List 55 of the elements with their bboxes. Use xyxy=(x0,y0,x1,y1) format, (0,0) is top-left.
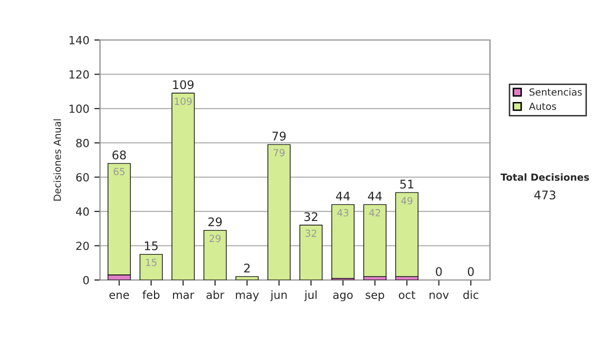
x-tick-label: sep xyxy=(366,292,384,302)
y-tick-label: 20 xyxy=(76,242,89,250)
y-tick-label: 120 xyxy=(70,70,89,79)
legend-label: Autos xyxy=(529,102,556,110)
bar xyxy=(363,204,386,277)
bar xyxy=(299,224,323,280)
x-tick-label: jun xyxy=(270,290,287,302)
x-tick-label: oct xyxy=(398,291,416,300)
data-label: 79 xyxy=(274,149,285,156)
y-tick-label: 60 xyxy=(76,173,89,182)
data-label: 32 xyxy=(306,230,316,237)
data-label: 49 xyxy=(401,197,412,204)
total-label: 0 xyxy=(436,267,442,276)
data-label: 42 xyxy=(369,209,380,216)
bar xyxy=(204,230,227,280)
total-label: 68 xyxy=(112,150,126,160)
data-label: 65 xyxy=(114,168,125,176)
x-tick-label: nov xyxy=(430,292,449,300)
total-label: 44 xyxy=(368,192,382,200)
bar xyxy=(267,144,291,280)
data-label: 43 xyxy=(337,209,348,216)
total-label: 44 xyxy=(336,192,350,200)
y-tick-label: 40 xyxy=(76,207,89,216)
total-label: 32 xyxy=(304,212,318,222)
y-tick-label: 140 xyxy=(70,36,89,44)
total-label: 15 xyxy=(144,242,158,250)
total-label: 109 xyxy=(173,80,194,90)
legend-label: Sentencias xyxy=(530,88,582,96)
data-label: 109 xyxy=(174,98,192,105)
x-tick-label: ago xyxy=(333,292,353,302)
bar xyxy=(395,192,418,277)
x-tick-label: jul xyxy=(304,290,317,302)
x-tick-label: feb xyxy=(142,290,160,300)
bar xyxy=(172,92,195,280)
x-tick-label: dic xyxy=(463,290,478,300)
y-axis-title: Decisiones Anual xyxy=(53,119,61,201)
total-label: 2 xyxy=(244,264,250,272)
x-tick-label: ene xyxy=(109,292,129,300)
data-label: 29 xyxy=(210,234,221,242)
y-tick-label: 0 xyxy=(83,276,89,284)
x-tick-label: may xyxy=(236,292,259,302)
data-label: 15 xyxy=(146,258,156,266)
bar xyxy=(236,276,259,280)
bar xyxy=(331,204,354,279)
text: Total Decisiones xyxy=(500,173,589,181)
total-label: 79 xyxy=(272,132,286,141)
total-label: 51 xyxy=(400,180,414,189)
total-label: 0 xyxy=(468,267,474,276)
y-tick-label: 100 xyxy=(70,104,89,113)
bar xyxy=(140,254,163,280)
total-label: 29 xyxy=(208,217,222,226)
y-tick-label: 80 xyxy=(76,138,89,148)
x-tick-label: mar xyxy=(173,292,194,300)
text: 473 xyxy=(534,190,556,200)
x-tick-label: abr xyxy=(206,290,224,300)
